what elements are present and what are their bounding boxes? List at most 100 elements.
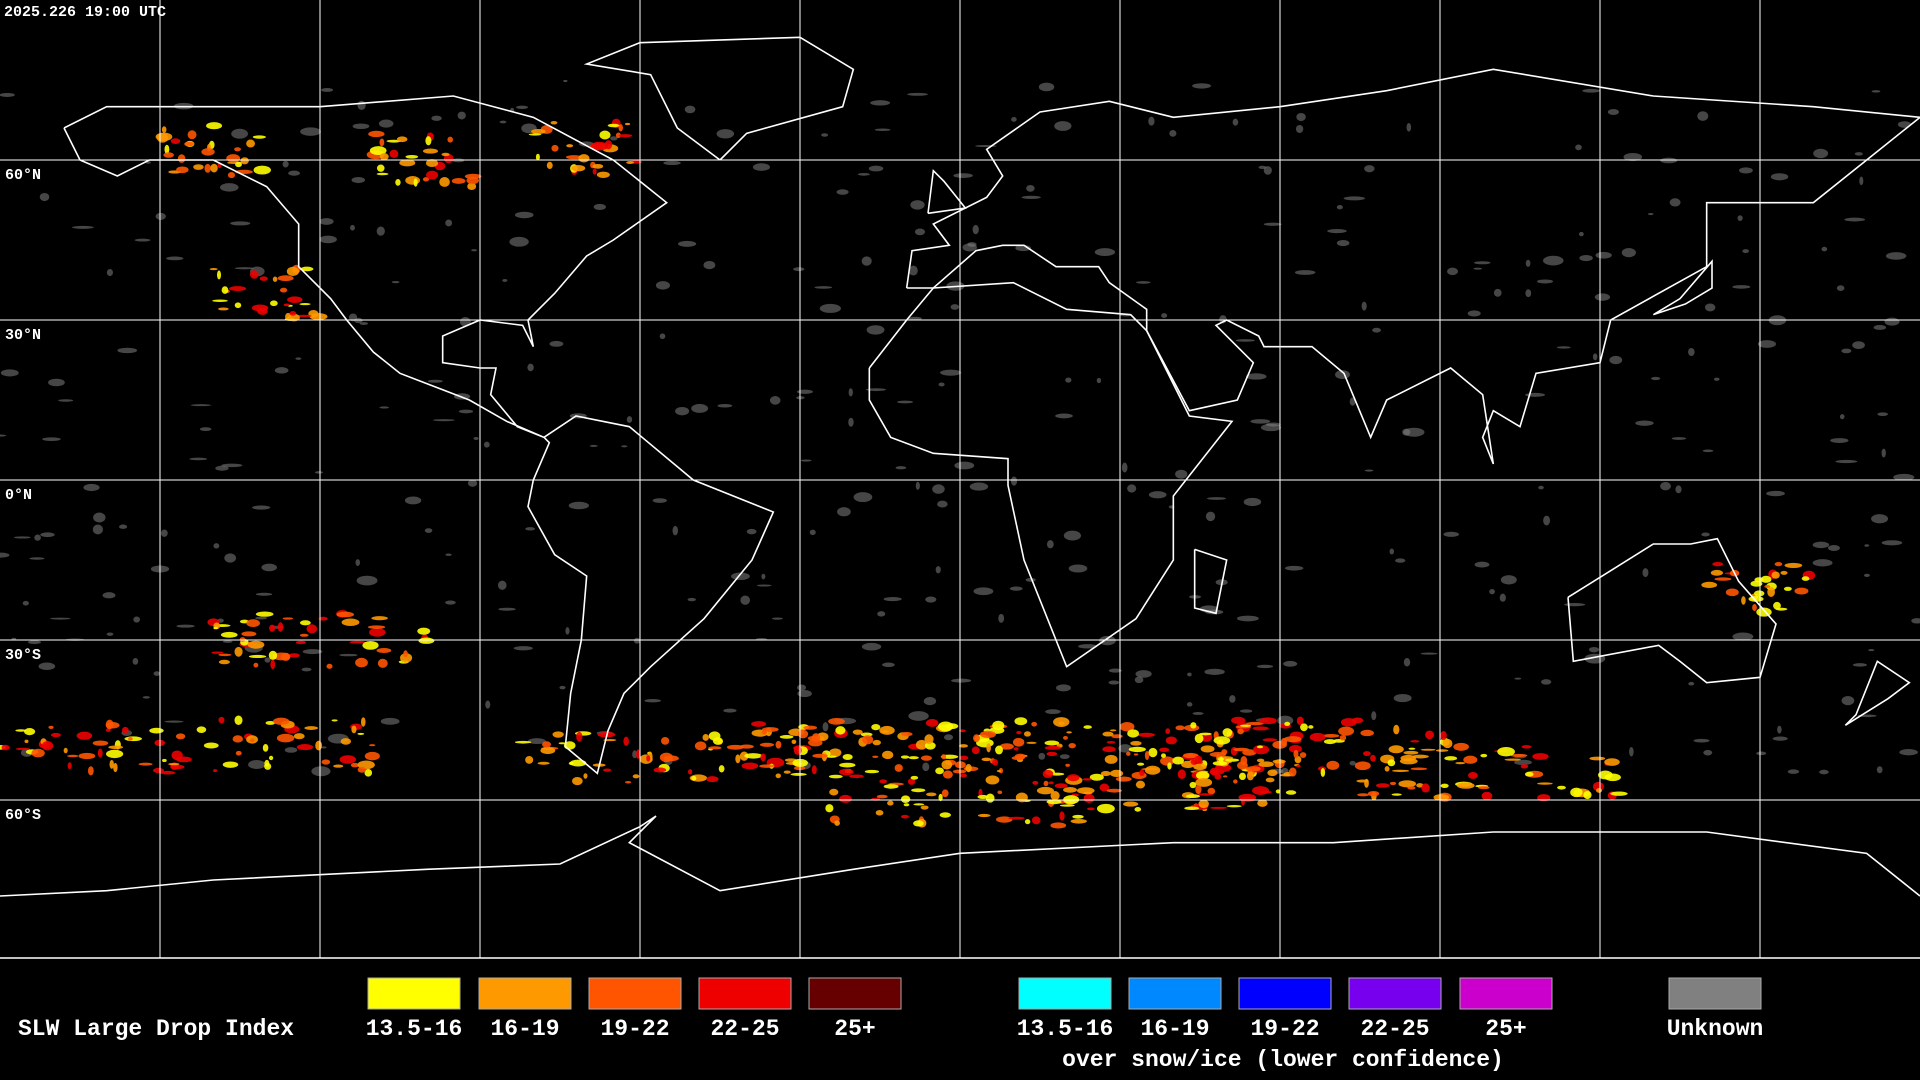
coastline [1193, 548, 1228, 615]
legend-swatch [698, 977, 792, 1010]
cloud-slw [882, 750, 894, 760]
cloud-unknown [34, 534, 41, 541]
cloud-unknown [355, 559, 361, 566]
coastline [927, 168, 967, 215]
cloud-slw [299, 633, 309, 637]
cloud-unknown [951, 678, 972, 683]
cloud-unknown [378, 119, 394, 128]
cloud-unknown [1349, 760, 1356, 766]
cloud-unknown [1229, 695, 1236, 703]
cloud-slw [694, 741, 707, 751]
cloud-unknown [1371, 711, 1377, 721]
cloud-unknown [1881, 540, 1903, 546]
cloud-slw [872, 739, 881, 746]
cloud-slw [1231, 716, 1246, 724]
cloud-unknown [350, 224, 355, 231]
coastline [0, 815, 1920, 897]
cloud-unknown [1046, 540, 1054, 549]
cloud-layer [0, 79, 1920, 829]
cloud-unknown [1096, 377, 1102, 384]
cloud-slw [525, 755, 534, 764]
cloud-unknown [1121, 462, 1128, 473]
cloud-slw [276, 733, 295, 743]
cloud-unknown [0, 434, 7, 437]
cloud-slw [466, 176, 479, 185]
cloud-slw [315, 740, 323, 751]
cloud-slw [1453, 742, 1469, 751]
cloud-unknown [527, 738, 546, 745]
cloud-unknown [1235, 339, 1255, 342]
cloud-slw [1338, 726, 1355, 736]
legend-label: 13.5-16 [1017, 1016, 1114, 1042]
cloud-slw [210, 163, 218, 173]
cloud-slw [1195, 777, 1213, 787]
cloud-unknown [160, 529, 168, 537]
cloud-slw [371, 616, 388, 621]
cloud-unknown [1669, 198, 1681, 207]
cloud-slw [959, 729, 966, 733]
cloud-slw [551, 144, 559, 152]
cloud-slw [1058, 721, 1065, 726]
cloud-slw [1059, 811, 1065, 821]
cloud-unknown [1192, 83, 1212, 89]
cloud-slw [1589, 756, 1606, 761]
cloud-unknown [1295, 124, 1304, 133]
cloud-slw [797, 729, 809, 739]
cloud-unknown [40, 532, 55, 538]
cloud-unknown [1595, 251, 1612, 259]
cloud-slw [1275, 789, 1281, 794]
cloud-slw [1198, 793, 1213, 796]
cloud-slw [422, 148, 439, 154]
cloud-slw [1521, 745, 1532, 749]
cloud-unknown [691, 403, 709, 413]
cloud-unknown [1240, 709, 1253, 713]
cloud-unknown [190, 404, 212, 407]
cloud-slw [1008, 816, 1025, 820]
cloud-slw [920, 805, 929, 810]
cloud-slw [203, 742, 219, 749]
cloud-unknown [48, 378, 65, 387]
cloud-slw [1435, 749, 1449, 752]
cloud-unknown [1336, 204, 1343, 210]
cloud-slw [162, 758, 167, 763]
cloud-unknown [857, 173, 870, 176]
cloud-unknown [1474, 261, 1491, 265]
cloud-unknown [1821, 246, 1828, 252]
cloud-slw [48, 725, 54, 729]
cloud-slw [1537, 782, 1553, 785]
cloud-slw [688, 769, 693, 775]
cloud-slw [1497, 746, 1515, 757]
cloud-unknown [498, 607, 516, 611]
cloud-slw [1322, 733, 1340, 738]
cloud-slw [396, 136, 408, 143]
cloud-slw [264, 759, 270, 767]
cloud-slw [735, 754, 741, 764]
cloud-slw [550, 121, 558, 125]
cloud-slw [1066, 731, 1072, 734]
cloud-slw [1130, 741, 1142, 746]
cloud-slw [395, 178, 401, 186]
cloud-unknown [1812, 541, 1830, 549]
cloud-slw [712, 737, 723, 745]
cloud-unknown [908, 316, 922, 321]
cloud-slw [576, 731, 583, 742]
cloud-slw [1106, 740, 1116, 744]
cloud-unknown [1336, 240, 1350, 247]
cloud-slw [1252, 786, 1270, 795]
cloud-slw [425, 159, 439, 168]
cloud-slw [998, 767, 1004, 774]
cloud-slw [1102, 731, 1114, 737]
cloud-unknown [848, 388, 853, 397]
cloud-unknown [1835, 459, 1858, 464]
cloud-slw [1407, 786, 1416, 790]
cloud-slw [1504, 758, 1521, 761]
cloud-slw [1403, 750, 1419, 755]
cloud-slw [1096, 803, 1115, 814]
cloud-slw [277, 275, 294, 282]
cloud-slw [1340, 718, 1357, 727]
cloud-slw [1209, 806, 1228, 809]
cloud-slw [623, 736, 629, 746]
cloud-unknown [93, 512, 106, 523]
cloud-slw [1239, 724, 1252, 727]
cloud-slw [775, 773, 781, 779]
